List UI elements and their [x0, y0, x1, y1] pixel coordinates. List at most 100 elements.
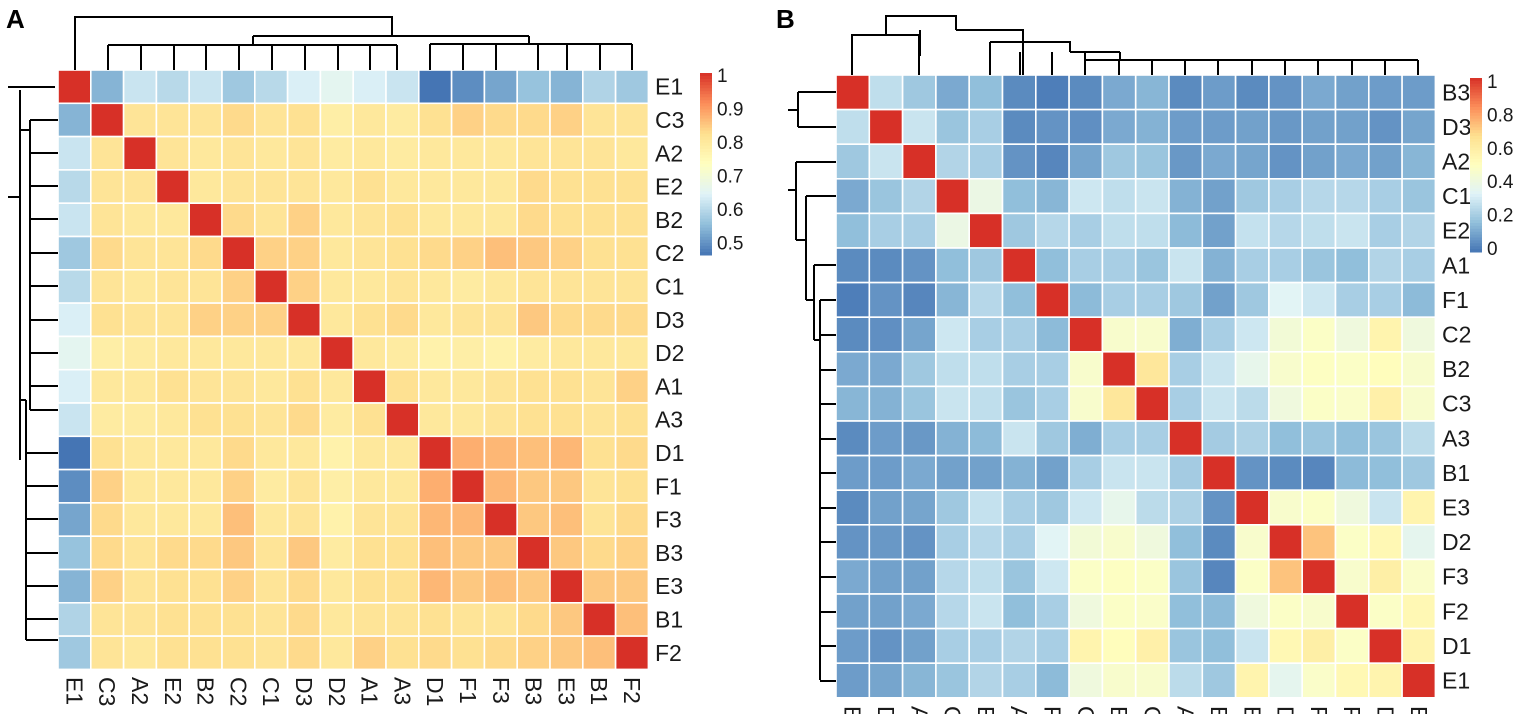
heatmap-cell: [614, 435, 650, 471]
heatmap-cell: [516, 535, 551, 571]
heatmap-cell: [1334, 212, 1370, 249]
heatmap-cell: [968, 281, 1004, 319]
heatmap-cell: [1234, 454, 1270, 492]
heatmap-cell: [1101, 316, 1137, 353]
colorbar-segment: [1470, 185, 1482, 189]
heatmap-cell: [901, 350, 937, 388]
heatmap-cell: [90, 435, 125, 471]
colorbar-tick-label: 0.8: [1487, 105, 1513, 126]
heatmap-cell: [90, 268, 125, 304]
heatmap-cell: [1035, 627, 1070, 664]
colorbar-segment: [700, 100, 712, 104]
column-label: E1: [1406, 706, 1432, 714]
heatmap-cell: [1334, 143, 1370, 180]
column-label: A2: [906, 706, 932, 714]
colorbar-segment: [700, 245, 712, 250]
colorbar-segment: [700, 209, 712, 214]
heatmap-cell: [1301, 489, 1337, 526]
heatmap-cell: [155, 302, 190, 338]
heatmap-cell: [90, 69, 125, 105]
heatmap-cell: [1234, 316, 1270, 353]
heatmap-cell: [254, 235, 289, 271]
heatmap-cell: [1001, 558, 1037, 595]
heatmap-cell: [90, 302, 125, 338]
heatmap-cell: [221, 302, 256, 338]
heatmap-cell: [188, 402, 223, 438]
heatmap-cell: [1168, 247, 1204, 284]
row-label: A3: [1442, 425, 1470, 451]
heatmap-cell: [1268, 247, 1304, 284]
heatmap-cell: [57, 335, 92, 371]
heatmap-cell: [221, 169, 256, 204]
heatmap-cell: [1334, 316, 1370, 353]
heatmap-cell: [385, 302, 420, 338]
heatmap-cell: [221, 568, 256, 604]
heatmap-cell: [1301, 350, 1337, 388]
column-label: A3: [1173, 706, 1199, 714]
colorbar-segment: [700, 230, 712, 235]
colorbar-segment: [1470, 234, 1482, 238]
heatmap-cell: [483, 202, 518, 238]
heatmap-cell: [1001, 108, 1037, 145]
heatmap-cell: [1368, 350, 1403, 388]
heatmap-cell: [1001, 143, 1037, 180]
colorbar-segment: [1470, 98, 1482, 102]
heatmap-cell: [221, 69, 256, 105]
colorbar-segment: [1470, 214, 1482, 218]
colorbar-tick-label: 1: [1487, 72, 1498, 93]
heatmap-cell: [581, 102, 617, 138]
heatmap-cell: [319, 468, 354, 504]
heatmap-cell: [1035, 212, 1070, 249]
heatmap-cell: [483, 468, 518, 504]
heatmap-cell: [1068, 350, 1104, 388]
heatmap-cell: [57, 368, 92, 404]
heatmap-cell: [155, 368, 190, 404]
heatmap-cell: [835, 627, 871, 664]
heatmap-cell: [319, 502, 354, 537]
column-label: B1: [586, 677, 612, 705]
row-label: E1: [1442, 668, 1470, 694]
heatmap-cell: [1134, 108, 1170, 145]
heatmap-cell: [483, 568, 518, 604]
heatmap-cell: [1368, 385, 1403, 422]
heatmap-cell: [57, 568, 92, 604]
heatmap-cell: [417, 169, 453, 204]
heatmap-cell: [155, 69, 190, 105]
heatmap-cell: [221, 102, 256, 138]
heatmap-cell: [57, 402, 92, 438]
heatmap-cell: [122, 102, 158, 138]
colorbar-segment: [1470, 220, 1482, 224]
heatmap-cell: [935, 281, 971, 319]
heatmap-cell: [352, 502, 387, 537]
heatmap-cell: [1268, 281, 1304, 319]
heatmap-cell: [450, 468, 486, 504]
heatmap-cell: [122, 535, 158, 571]
heatmap-cell: [1068, 420, 1104, 457]
heatmap-cell: [1101, 420, 1137, 457]
row-label: B3: [1442, 79, 1470, 105]
colorbar-segment: [700, 206, 712, 210]
heatmap-cell: [1168, 143, 1204, 180]
colorbar-segment: [1470, 136, 1482, 140]
colorbar-segment: [1470, 188, 1482, 192]
heatmap-cell: [417, 235, 453, 271]
colorbar-segment: [700, 170, 712, 174]
heatmap-cell: [1334, 627, 1370, 664]
heatmap-cell: [1301, 108, 1337, 145]
heatmap-cell: [1268, 454, 1304, 492]
colorbar-segment: [1470, 89, 1482, 93]
colorbar-segment: [700, 115, 712, 119]
heatmap-cell: [254, 502, 289, 537]
heatmap-cell: [1134, 316, 1170, 353]
heatmap-cell: [581, 69, 617, 105]
heatmap-cell: [385, 535, 420, 571]
heatmap-cell: [319, 435, 354, 471]
row-label: E3: [1442, 495, 1470, 521]
heatmap-cell: [935, 178, 971, 215]
colorbar-segment: [700, 179, 712, 183]
heatmap-cell: [1201, 558, 1237, 595]
heatmap-cell: [57, 69, 92, 105]
colorbar-segment: [1470, 202, 1482, 207]
heatmap-cell: [1334, 178, 1370, 215]
heatmap-cell: [254, 335, 289, 371]
